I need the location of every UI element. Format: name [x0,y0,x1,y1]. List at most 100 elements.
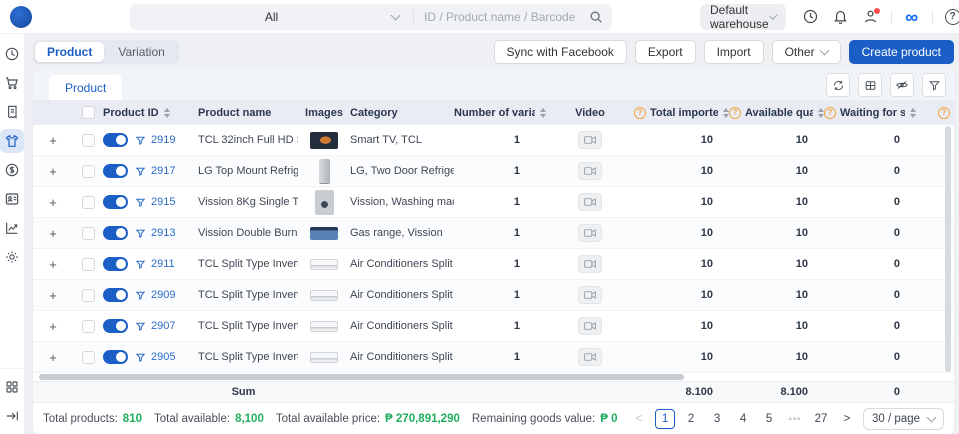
product-id-link[interactable]: 2919 [151,134,176,146]
header-available[interactable]: ? Available qua... [729,106,824,119]
row-checkbox[interactable] [81,350,95,364]
question-circle-icon[interactable]: ? [729,106,741,119]
product-id-link[interactable]: 2905 [151,351,176,363]
ac-thumbnail[interactable] [310,320,338,332]
contacts-icon[interactable] [0,187,24,211]
row-checkbox[interactable] [81,195,95,209]
import-button[interactable]: Import [703,40,764,64]
tab-product[interactable]: Product [35,42,105,62]
select-all-checkbox[interactable] [81,106,95,119]
row-checkbox[interactable] [81,164,95,178]
prev-page-button[interactable]: < [635,412,643,425]
expand-row-button[interactable]: + [49,226,57,240]
page-button-1[interactable]: 1 [655,408,676,429]
header-waiting[interactable]: ? Waiting for sh... [824,106,916,119]
product-id-link[interactable]: 2911 [151,258,175,270]
washer-thumbnail[interactable] [314,189,334,215]
video-button[interactable] [578,348,602,366]
history-icon[interactable] [798,4,824,30]
filter-variation-icon[interactable] [135,197,146,208]
payments-icon[interactable] [0,158,24,182]
video-button[interactable] [578,162,602,180]
analytics-icon[interactable] [0,216,24,240]
expand-row-button[interactable]: + [49,133,57,147]
filter-variation-icon[interactable] [135,259,146,270]
row-checkbox[interactable] [81,257,95,271]
card-tab-product[interactable]: Product [49,75,123,100]
table-grid-icon[interactable] [858,73,882,97]
expand-row-button[interactable]: + [49,195,57,209]
sort-icon[interactable] [818,107,824,118]
other-dropdown-button[interactable]: Other [771,40,841,64]
help-icon[interactable]: ? [940,4,959,30]
collapse-sidebar-icon[interactable] [0,404,24,428]
vertical-scrollbar[interactable] [945,126,951,372]
header-variations[interactable]: Number of variati... [454,107,546,119]
page-button-2[interactable]: 2 [687,412,695,425]
sync-facebook-button[interactable]: Sync with Facebook [493,40,627,64]
page-button-27[interactable]: 27 [814,412,828,425]
tab-variation[interactable]: Variation [118,45,165,59]
page-button-3[interactable]: 3 [713,412,721,425]
filter-variation-icon[interactable] [135,228,146,239]
ac-thumbnail[interactable] [310,289,338,301]
tv-thumbnail[interactable] [310,131,338,149]
video-button[interactable] [578,255,602,273]
product-id-link[interactable]: 2909 [151,289,176,301]
active-toggle[interactable] [103,226,128,240]
export-button[interactable]: Export [634,40,696,64]
video-button[interactable] [578,193,602,211]
search-icon[interactable] [589,10,603,24]
ac-thumbnail[interactable] [310,351,338,363]
product-id-link[interactable]: 2915 [151,196,176,208]
user-notification-icon[interactable] [858,4,884,30]
active-toggle[interactable] [103,195,128,209]
expand-row-button[interactable]: + [49,164,57,178]
active-toggle[interactable] [103,350,128,364]
video-button[interactable] [578,286,602,304]
active-toggle[interactable] [103,257,128,271]
cart-icon[interactable] [0,71,24,95]
filter-variation-icon[interactable] [135,321,146,332]
products-icon[interactable] [0,129,24,153]
page-button-5[interactable]: 5 [765,412,773,425]
header-product-id[interactable]: Product ID [103,107,198,119]
active-toggle[interactable] [103,288,128,302]
page-size-select[interactable]: 30 / page [863,407,944,430]
question-circle-icon[interactable]: ? [824,106,836,119]
filter-variation-icon[interactable] [135,135,146,146]
stove-thumbnail[interactable] [310,226,338,240]
question-circle-icon[interactable]: ? [634,106,646,119]
bell-icon[interactable] [828,4,854,30]
warehouse-select[interactable]: Default warehouse [700,3,786,31]
active-toggle[interactable] [103,164,128,178]
expand-row-button[interactable]: + [49,350,57,364]
meta-icon[interactable]: ∞ [905,6,919,27]
active-toggle[interactable] [103,319,128,333]
search-input[interactable] [414,9,589,24]
fridge-thumbnail[interactable] [318,158,330,184]
next-page-button[interactable]: > [843,412,851,425]
ac-thumbnail[interactable] [310,258,338,270]
sort-icon[interactable] [723,107,729,118]
row-checkbox[interactable] [81,133,95,147]
app-logo[interactable] [10,5,32,28]
horizontal-scrollbar-thumb[interactable] [39,374,684,380]
row-checkbox[interactable] [81,319,95,333]
search-scope-select[interactable]: All [130,4,413,30]
video-button[interactable] [578,317,602,335]
page-button-4[interactable]: 4 [739,412,747,425]
filter-variation-icon[interactable] [135,352,146,363]
filter-icon[interactable] [922,73,946,97]
header-checkbox[interactable] [73,106,103,119]
header-total-imported[interactable]: ? Total imported [634,106,729,119]
product-id-link[interactable]: 2917 [151,165,176,177]
row-checkbox[interactable] [81,226,95,240]
sort-icon[interactable] [163,107,170,118]
expand-row-button[interactable]: + [49,319,57,333]
row-checkbox[interactable] [81,288,95,302]
video-button[interactable] [578,224,602,242]
settings-icon[interactable] [0,245,24,269]
filter-variation-icon[interactable] [135,290,146,301]
product-id-link[interactable]: 2907 [151,320,176,332]
